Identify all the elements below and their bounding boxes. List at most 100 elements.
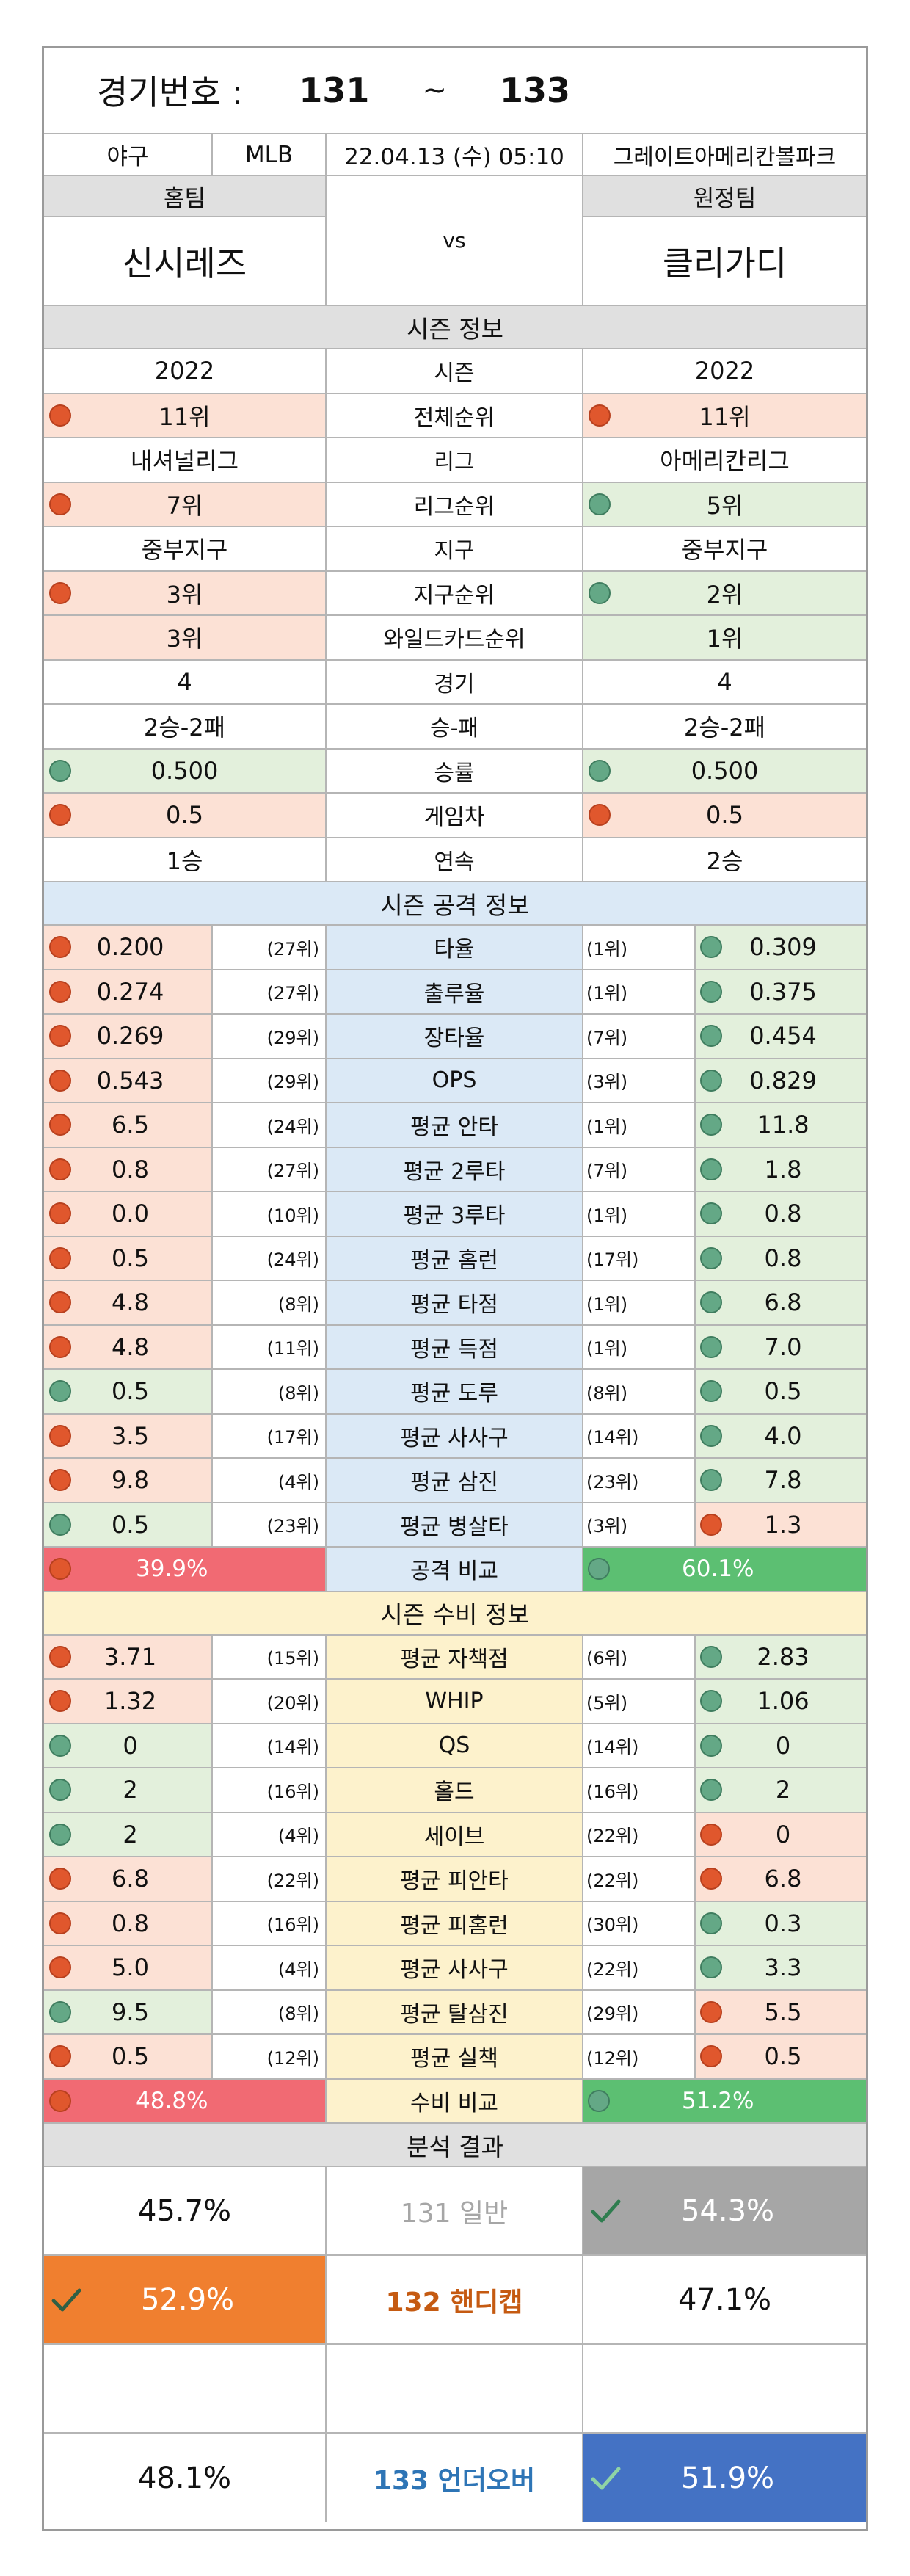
defense-home-rank: (15위) <box>213 1635 327 1680</box>
green-dot-icon <box>700 1114 722 1136</box>
attack-home-value: 0.5 <box>44 1370 213 1415</box>
attack-metric-label-text: 평균 삼진 <box>410 1470 498 1496</box>
defense-info-title-text: 시즌 수비 정보 <box>380 1600 530 1629</box>
analysis-bet-type-text: 131 일반 <box>400 2198 509 2229</box>
season-home-value-text: 0.5 <box>166 801 203 830</box>
attack-home-rank-text: (27위) <box>266 938 319 959</box>
attack-away-value: 4.0 <box>696 1414 866 1459</box>
attack-home-rank: (27위) <box>213 1147 327 1192</box>
match-number-to: 133 <box>499 70 570 110</box>
defense-away-value-text: 1.06 <box>757 1687 809 1716</box>
attack-away-value-text: 4.0 <box>764 1421 802 1450</box>
defense-metric-label-text: 평균 자책점 <box>400 1646 509 1672</box>
defense-home-value-text: 0 <box>123 1731 138 1760</box>
red-dot-icon <box>49 404 71 427</box>
attack-home-value-text: 3.5 <box>112 1421 149 1450</box>
home-team-name-text: 신시레즈 <box>122 243 247 283</box>
season-metric-label-text: 승률 <box>434 760 475 786</box>
defense-away-value: 1.06 <box>696 1680 866 1724</box>
attack-metric-label-text: 평균 병살타 <box>400 1514 509 1540</box>
green-dot-icon <box>589 581 611 604</box>
attack-metric-label-text: 평균 2루타 <box>403 1158 506 1185</box>
attack-away-rank: (17위) <box>583 1236 696 1281</box>
green-dot-icon <box>700 1158 722 1180</box>
defense-compare-label: 수비 비교 <box>327 2079 583 2124</box>
green-dot-icon <box>700 1690 722 1713</box>
green-dot-icon <box>700 1469 722 1492</box>
home-team-label-text: 홈팀 <box>163 185 206 212</box>
defense-home-value-text: 2 <box>123 1820 138 1848</box>
attack-away-value-text: 7.8 <box>764 1466 802 1495</box>
attack-away-rank-text: (1위) <box>586 1205 628 1226</box>
defense-home-rank: (16위) <box>213 1768 327 1813</box>
defense-compare-label-text: 수비 비교 <box>410 2090 498 2116</box>
attack-home-value-text: 0.0 <box>112 1200 149 1228</box>
attack-home-value-text: 0.543 <box>96 1066 164 1095</box>
defense-compare-away: 51.2% <box>583 2079 866 2124</box>
away-team-label-text: 원정팀 <box>693 185 757 212</box>
defense-metric-label: 홀드 <box>327 1768 583 1813</box>
attack-metric-label: 평균 2루타 <box>327 1147 583 1192</box>
defense-home-value-text: 9.5 <box>112 1998 149 2026</box>
defense-home-value: 2 <box>44 1813 213 1857</box>
analysis-result-title-text: 분석 결과 <box>407 2132 503 2161</box>
season-home-value: 3위 <box>44 571 327 616</box>
defense-compare-home-text: 48.8% <box>136 2087 208 2114</box>
attack-home-value: 0.269 <box>44 1015 213 1059</box>
attack-home-value: 4.8 <box>44 1325 213 1370</box>
season-metric-label: 연속 <box>327 838 583 882</box>
season-home-value-text: 3위 <box>166 625 203 653</box>
red-dot-icon <box>49 493 71 515</box>
attack-home-rank-text: (17위) <box>266 1427 319 1448</box>
green-dot-icon <box>588 2089 610 2112</box>
green-dot-icon <box>700 1424 722 1447</box>
attack-home-rank: (10위) <box>213 1192 327 1237</box>
defense-away-rank: (22위) <box>583 1857 696 1902</box>
green-dot-icon <box>700 1025 722 1048</box>
green-dot-icon <box>700 1779 722 1802</box>
season-away-value-text: 11위 <box>699 402 751 431</box>
attack-away-value-text: 0.375 <box>749 977 817 1006</box>
defense-away-rank: (29위) <box>583 1990 696 2035</box>
venue-name: 그레이트아메리칸볼파크 <box>583 134 866 176</box>
attack-metric-label-text: 출루율 <box>423 981 485 1007</box>
defense-away-rank-text: (30위) <box>586 1915 639 1936</box>
red-dot-icon <box>49 1424 71 1447</box>
attack-metric-label-text: 평균 3루타 <box>403 1203 506 1230</box>
season-away-value-text: 2승 <box>706 846 743 875</box>
attack-home-value-text: 4.8 <box>112 1332 149 1361</box>
defense-away-rank: (12위) <box>583 2035 696 2080</box>
attack-compare-home: 39.9% <box>44 1548 327 1592</box>
season-away-value: 중부지구 <box>583 527 866 572</box>
attack-metric-label: 평균 타점 <box>327 1281 583 1326</box>
attack-home-value-text: 0.5 <box>112 1377 149 1406</box>
attack-metric-label-text: 평균 안타 <box>410 1114 498 1141</box>
green-dot-icon <box>700 1202 722 1225</box>
season-metric-label: 지구 <box>327 527 583 572</box>
analysis-home-prob-text: 45.7% <box>137 2194 232 2228</box>
attack-away-value-text: 1.3 <box>764 1510 802 1539</box>
defense-metric-label: WHIP <box>327 1680 583 1724</box>
defense-away-value: 5.5 <box>696 1990 866 2035</box>
season-away-value-text: 아메리칸리그 <box>660 447 790 476</box>
season-metric-label-text: 경기 <box>434 671 475 697</box>
season-metric-label: 리그 <box>327 438 583 483</box>
attack-home-value-text: 0.5 <box>112 1510 149 1539</box>
versus-text: vs <box>443 228 466 253</box>
analysis-spacer <box>44 2345 327 2434</box>
attack-home-value-text: 0.200 <box>96 933 164 962</box>
red-dot-icon <box>49 1069 71 1092</box>
attack-home-rank-text: (24위) <box>266 1116 319 1137</box>
season-home-value: 0.500 <box>44 749 327 794</box>
attack-info-title-text: 시즌 공격 정보 <box>380 890 530 920</box>
defense-away-value-text: 6.8 <box>764 1865 802 1893</box>
defense-home-value-text: 1.32 <box>103 1687 157 1716</box>
defense-home-rank-text: (16위) <box>266 1915 319 1936</box>
defense-home-value: 6.8 <box>44 1857 213 1902</box>
defense-home-rank-text: (20위) <box>266 1692 319 1713</box>
attack-away-rank: (3위) <box>583 1503 696 1548</box>
attack-away-rank: (7위) <box>583 1147 696 1192</box>
defense-home-rank-text: (12위) <box>266 2047 319 2069</box>
defense-away-rank: (30위) <box>583 1901 696 1946</box>
attack-away-value: 6.8 <box>696 1281 866 1326</box>
